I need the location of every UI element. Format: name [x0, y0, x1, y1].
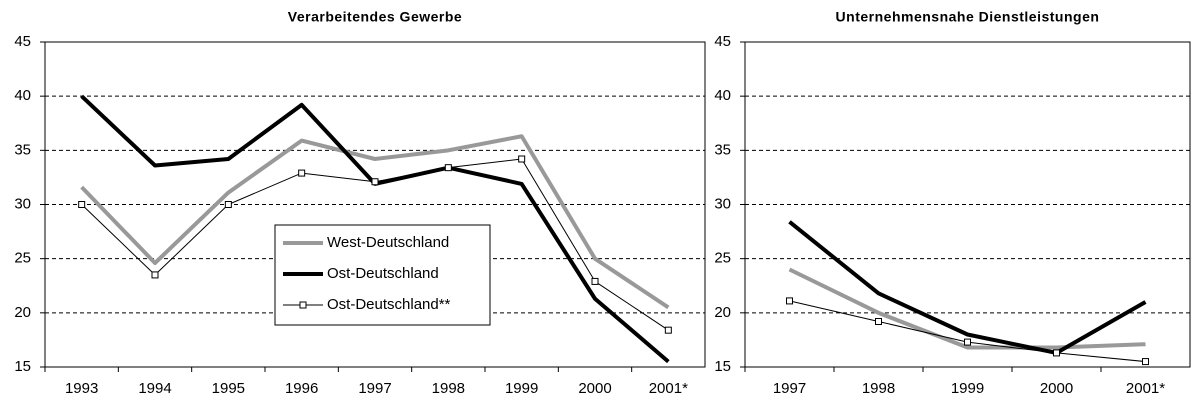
series-line [788, 267, 1146, 350]
chart-title: Verarbeitendes Gewerbe [288, 9, 462, 25]
marker [1142, 358, 1149, 366]
x-tick-label: 2000 [578, 380, 611, 397]
marker [518, 155, 526, 163]
marker [151, 271, 159, 279]
marker [664, 326, 672, 334]
chart-title: Unternehmensnahe Dienstleistungen [836, 9, 1100, 25]
y-tick-label: 20 [714, 304, 731, 321]
y-tick-label: 35 [14, 141, 31, 158]
marker [224, 201, 232, 208]
y-tick-label: 15 [714, 358, 731, 375]
x-tick-label: 2001* [1126, 380, 1165, 397]
y-tick-label: 40 [14, 87, 31, 104]
x-tick-label: 1993 [65, 380, 98, 397]
marker [591, 277, 599, 285]
y-tick-label: 30 [714, 195, 731, 212]
y-tick-label: 25 [14, 250, 31, 267]
x-tick-label: 1999 [505, 380, 538, 397]
legend-label: Ost-Deutschland** [327, 296, 451, 313]
plot-frame [744, 41, 1191, 368]
marker [444, 164, 452, 172]
y-tick-label: 45 [14, 33, 31, 50]
x-tick-label: 1998 [432, 380, 465, 397]
y-tick-label: 35 [714, 141, 731, 158]
marker [964, 338, 971, 346]
y-tick-label: 25 [714, 250, 731, 267]
x-tick-label: 1996 [285, 380, 318, 397]
marker [371, 178, 379, 186]
legend-label: West-Deutschland [327, 234, 449, 251]
x-tick-label: 1994 [138, 380, 171, 397]
x-tick-label: 1997 [773, 380, 806, 397]
legend-marker [299, 301, 307, 309]
x-tick-label: 1998 [862, 380, 895, 397]
y-tick-label: 45 [714, 33, 731, 50]
x-tick-label: 2000 [1040, 380, 1073, 397]
plot-frame [44, 41, 706, 368]
series-line [788, 220, 1147, 355]
x-tick-label: 1997 [358, 380, 391, 397]
marker [78, 201, 86, 208]
y-tick-label: 15 [14, 358, 31, 375]
x-tick-label: 1995 [212, 380, 245, 397]
y-tick-label: 30 [14, 195, 31, 212]
x-tick-label: 2001* [649, 380, 688, 397]
y-tick-label: 40 [714, 87, 731, 104]
marker [1053, 349, 1060, 357]
x-tick-label: 1999 [951, 380, 984, 397]
marker [875, 318, 882, 325]
marker [786, 297, 793, 305]
legend-label: Ost-Deutschland [327, 265, 439, 282]
series-line [80, 134, 670, 310]
marker [298, 169, 306, 177]
y-tick-label: 20 [14, 304, 31, 321]
